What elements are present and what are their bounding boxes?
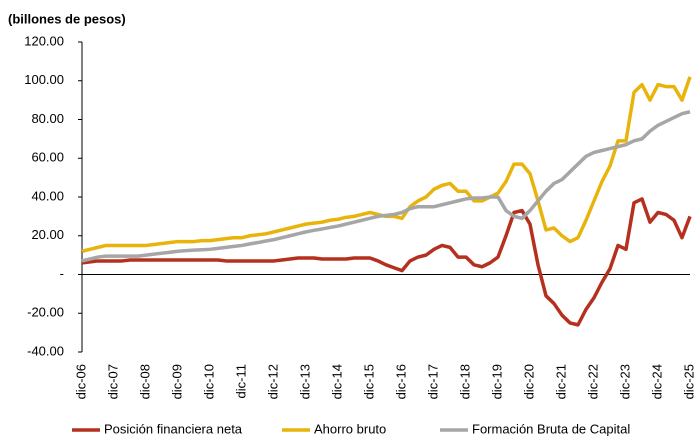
- x-tick-label: dic-19: [489, 364, 504, 399]
- x-tick-label: dic-16: [393, 364, 408, 399]
- x-tick-label: dic-09: [169, 364, 184, 399]
- x-tick-label: dic-21: [553, 364, 568, 399]
- x-tick-label: dic-17: [425, 364, 440, 399]
- y-tick-label: 80.00: [31, 111, 64, 126]
- x-tick-label: dic-20: [521, 364, 536, 399]
- x-tick-label: dic-22: [585, 364, 600, 399]
- chart-title: (billones de pesos): [8, 11, 126, 26]
- y-tick-label: -40.00: [27, 343, 64, 358]
- x-tick-label: dic-24: [649, 364, 664, 399]
- x-tick-label: dic-08: [137, 364, 152, 399]
- x-tick-label: dic-06: [73, 364, 88, 399]
- x-tick-label: dic-07: [105, 364, 120, 399]
- series-line: [81, 110, 691, 263]
- x-tick-label: dic-11: [233, 364, 248, 398]
- x-tick-label: dic-15: [361, 364, 376, 399]
- series-line: [81, 76, 692, 253]
- y-tick-label: 120.00: [24, 33, 64, 48]
- series-line: [81, 197, 692, 327]
- x-tick-label: dic-14: [329, 364, 344, 399]
- x-tick-label: dic-23: [617, 364, 632, 399]
- y-tick-label: 20.00: [31, 227, 64, 242]
- x-tick-label: dic-12: [265, 364, 280, 399]
- legend-label: Ahorro bruto: [314, 421, 386, 436]
- x-tick-label: dic-13: [297, 364, 312, 399]
- x-tick-label: dic-18: [457, 364, 472, 399]
- legend-label: Formación Bruta de Capital: [472, 421, 630, 436]
- y-tick-label: -: [60, 266, 64, 281]
- legend-label: Posición financiera neta: [104, 421, 243, 436]
- y-tick-label: 60.00: [31, 150, 64, 165]
- y-tick-label: 40.00: [31, 188, 64, 203]
- y-tick-label: -20.00: [27, 305, 64, 320]
- x-tick-label: dic-25: [681, 364, 696, 399]
- y-tick-label: 100.00: [24, 72, 64, 87]
- x-tick-label: dic-10: [201, 364, 216, 399]
